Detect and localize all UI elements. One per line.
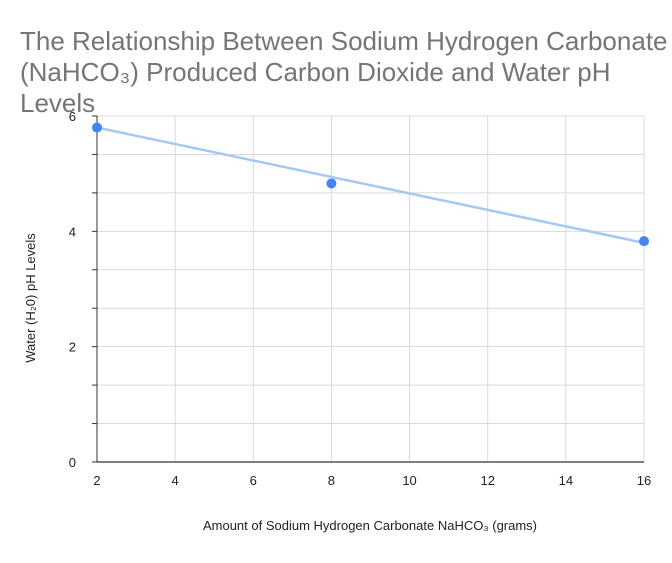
data-point — [639, 236, 649, 247]
y-tick-label: 6 — [69, 109, 76, 124]
grid-lines — [96, 115, 645, 462]
chart-title-line-1: The Relationship Between Sodium Hydrogen… — [20, 26, 668, 56]
data-points — [92, 122, 649, 247]
x-tick-label: 8 — [328, 473, 335, 488]
trendline — [95, 126, 646, 245]
x-tick-labels: 2 4 6 8 10 12 14 16 — [93, 473, 651, 488]
y-tick-label: 0 — [69, 455, 76, 470]
x-tick-label: 12 — [480, 473, 494, 488]
x-tick-label: 2 — [93, 473, 100, 488]
chart-title-line-2: (NaHCO₃) Produced Carbon Dioxide and Wat… — [20, 57, 611, 118]
data-point — [326, 178, 337, 189]
x-axis-label: Amount of Sodium Hydrogen Carbonate NaHC… — [203, 518, 537, 533]
data-point — [92, 122, 102, 133]
y-tick-label: 4 — [69, 224, 76, 239]
x-tick-label: 6 — [250, 473, 257, 488]
y-tick-labels: 0 2 4 6 — [69, 109, 76, 470]
x-tick-label: 4 — [172, 473, 179, 488]
y-axis-label: Water (H₂0) pH Levels — [23, 233, 38, 363]
x-tick-label: 14 — [559, 473, 573, 488]
trendline-group — [95, 126, 646, 245]
chart-title: The Relationship Between Sodium Hydrogen… — [20, 26, 672, 119]
x-tick-label: 16 — [637, 473, 651, 488]
x-tick-label: 10 — [402, 473, 416, 488]
y-tick-label: 2 — [69, 340, 76, 355]
axes — [92, 115, 644, 463]
